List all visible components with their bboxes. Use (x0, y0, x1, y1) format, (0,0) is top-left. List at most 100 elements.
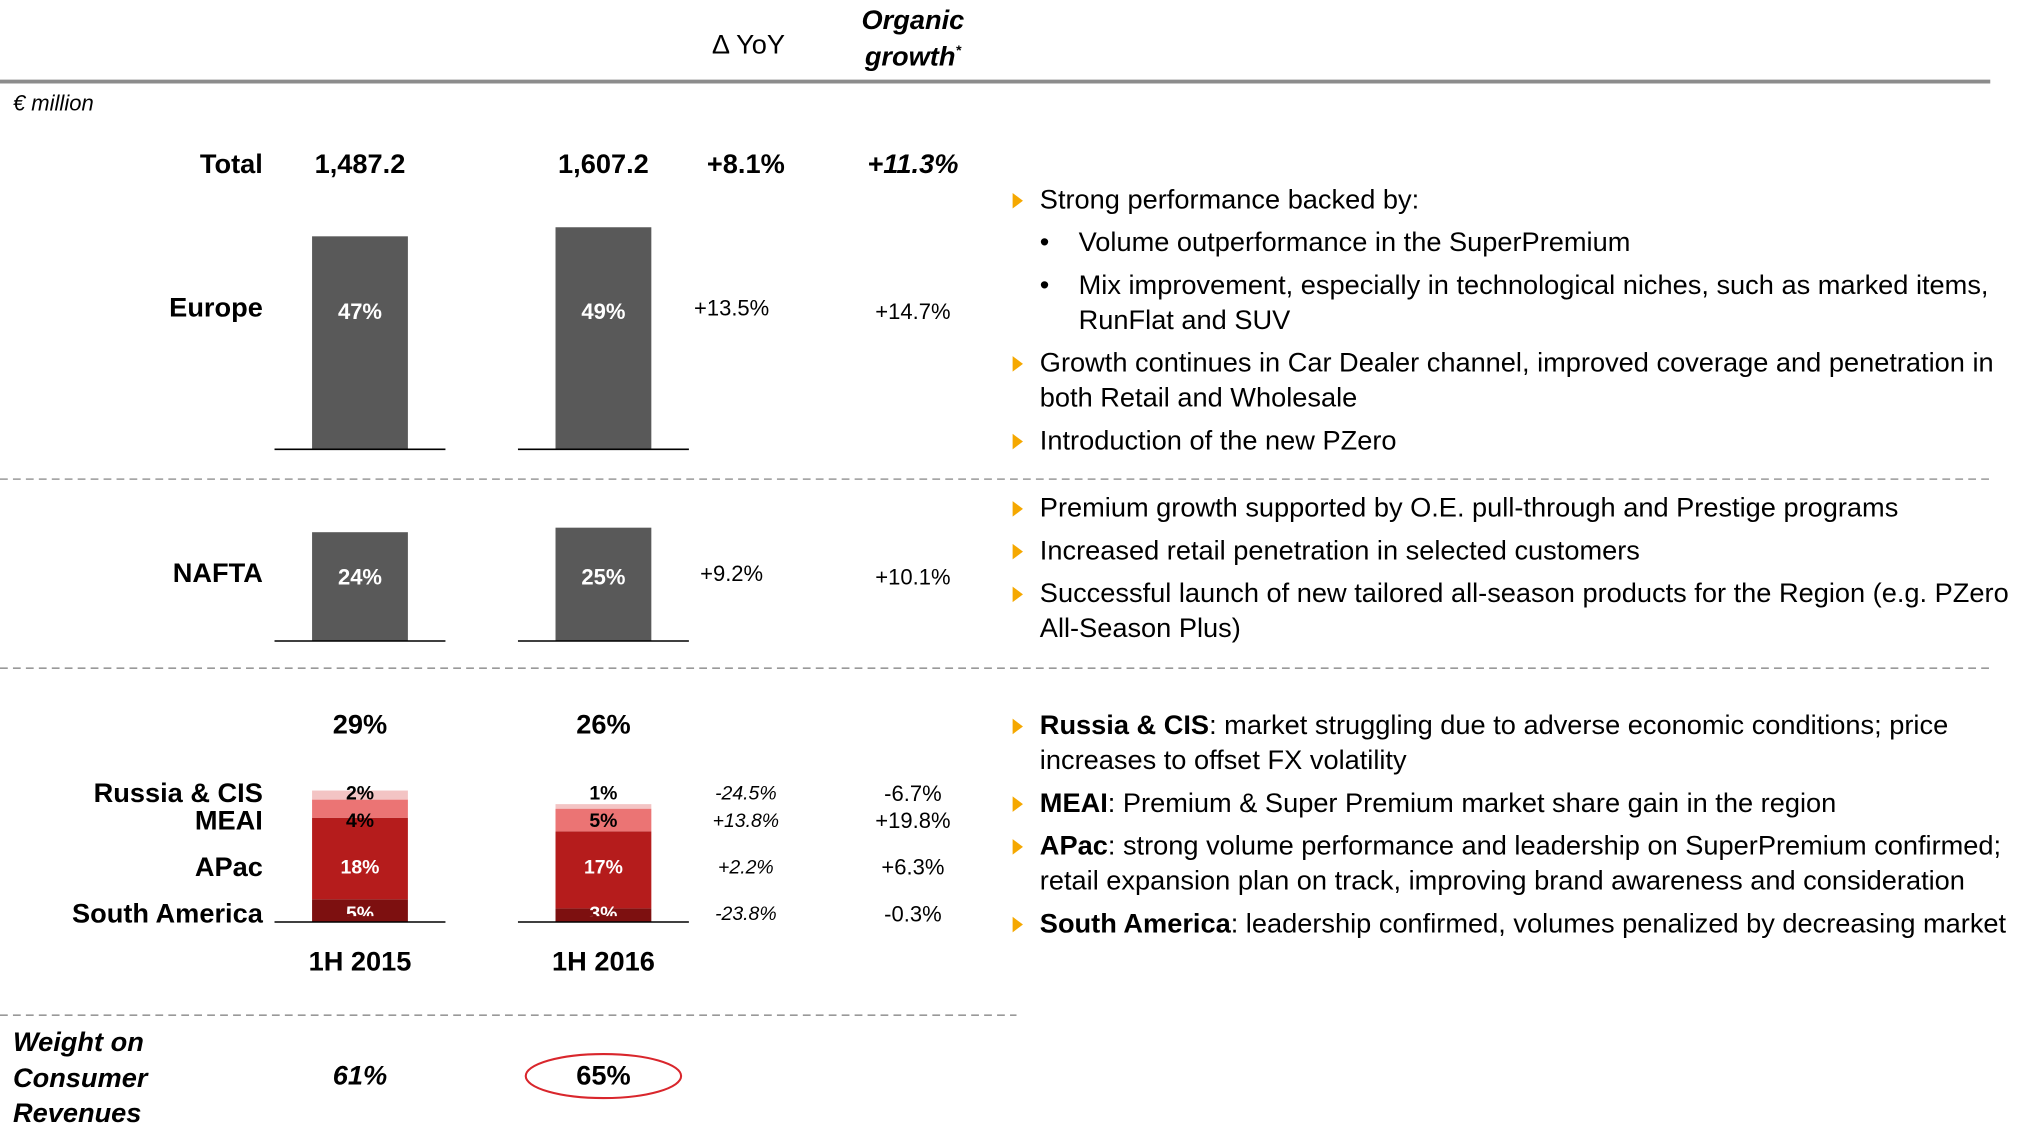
bullet-text: Increased retail penetration in selected… (1040, 533, 1640, 568)
bullet-arrow (1012, 543, 1023, 560)
segment-value: 5% (589, 809, 618, 832)
bullet-group: Russia & CIS: market struggling due to a… (1010, 708, 2020, 949)
bullet-text: APac: strong volume performance and lead… (1040, 829, 2020, 899)
bullet-content: Introduction of the new PZero (1039, 426, 1397, 456)
bullet-arrow (1012, 718, 1023, 735)
bullet-body: Increased retail penetration in selected… (1040, 533, 1640, 568)
region-label: Europe (169, 293, 263, 324)
column-header: Organic (861, 5, 965, 36)
bullet-group: Strong performance backed by: • Volume out… (1010, 183, 2020, 467)
bullet-content: Premium growth supported by O.E. pull-th… (1039, 493, 1899, 524)
bullet-item: Premium growth supported by O.E. pull-th… (1010, 491, 2020, 526)
stack-total: 29% (332, 710, 388, 741)
bullet-body: Growth continues in Car Dealer channel, … (1040, 346, 2020, 416)
bullet-content: : strong volume performance and leadersh… (1039, 831, 2002, 897)
bullet-item: APac: strong volume performance and lead… (1010, 829, 2020, 899)
weight-label: Weight on (12, 1027, 144, 1058)
bullet-content: Strong performance backed by: (1039, 185, 1420, 215)
region-label: NAFTA (172, 558, 263, 589)
organic-value: -6.7% (884, 781, 942, 807)
organic-value: -0.3% (884, 901, 942, 927)
unit-label: € million (12, 91, 94, 116)
bullet-text: Successful launch of new tailored all-se… (1040, 576, 2020, 646)
bullet-body: Premium growth supported by O.E. pull-th… (1040, 491, 1899, 526)
stack-segment (312, 790, 408, 800)
bullet-arrow (1012, 356, 1023, 372)
yoy-value: +13.8% (712, 809, 780, 832)
weight-value: 65% (576, 1061, 631, 1091)
yoy-value: +9.2% (700, 561, 764, 586)
bullet-content: Successful launch of new tailored all-se… (1039, 578, 2009, 644)
bullet-item: South America: leadership confirmed, vol… (1010, 906, 2020, 941)
bullet-content: : leadership confirmed, volumes penalize… (1230, 909, 2007, 939)
bar-label: 49% (581, 299, 626, 325)
bullet-text: MEAI: Premium & Super Premium market sha… (1040, 786, 1836, 821)
bullet-body: Strong performance backed by: • Volume out… (1040, 183, 2020, 338)
bullet-arrow (1012, 796, 1023, 812)
bar (312, 236, 408, 450)
weight-label: Consumer (12, 1063, 148, 1093)
bullet-keyword: APac (1039, 831, 1108, 862)
stack-segment (555, 808, 652, 832)
bullet-item: Increased retail penetration in selected… (1010, 533, 2020, 568)
bullet-content: Growth continues in Car Dealer channel, … (1039, 348, 1994, 414)
bullet-arrow (1012, 586, 1023, 603)
bullet-keyword: Russia & CIS (1039, 710, 1210, 741)
period-label: 1H 2016 (552, 947, 655, 978)
sub-bullet-text: Mix improvement, especially in technolog… (1078, 270, 1989, 336)
bullet-text: Russia & CIS: market struggling due to a… (1040, 708, 2020, 778)
sub-bullet-dot: • (1039, 270, 1050, 301)
yoy-value: -24.5% (715, 782, 777, 805)
stack-segment (555, 831, 652, 909)
bullet-content: : Premium & Super Premium market share g… (1107, 788, 1837, 819)
bullet-text: South America: leadership confirmed, vol… (1040, 906, 2006, 941)
bullet-content: Increased retail penetration in selected… (1039, 536, 1640, 566)
bullet-arrow (1012, 433, 1023, 450)
bullet-arrow (1012, 916, 1023, 933)
bullet-item: Successful launch of new tailored all-se… (1010, 576, 2020, 646)
period-label: 1H 2015 (308, 947, 412, 978)
sub-bullet: • Volume outperformance in the SuperPremi… (1040, 225, 2020, 260)
yoy-value: +2.2% (718, 856, 774, 879)
segment-value: 1% (589, 782, 618, 805)
stack-segment (312, 817, 408, 900)
stack-segment (312, 799, 408, 818)
segment-value: 5% (345, 903, 375, 926)
stack-segment (555, 908, 652, 922)
segment-value: 18% (340, 856, 380, 879)
yoy-value: +13.5% (693, 295, 770, 321)
stack-total: 26% (576, 710, 631, 741)
total-organic: +11.3% (867, 149, 959, 180)
segment-value: 2% (345, 782, 375, 805)
segment-label: MEAI (194, 806, 263, 836)
segment-label: South America (71, 899, 263, 930)
segment-label: APac (194, 852, 263, 883)
bullet-item: MEAI: Premium & Super Premium market sha… (1010, 786, 2020, 821)
segment-label: Russia & CIS (93, 778, 263, 809)
bullet-body: APac: strong volume performance and lead… (1040, 829, 2020, 899)
bullet-item: Introduction of the new PZero (1010, 423, 2020, 458)
organic-value: +6.3% (881, 855, 945, 880)
bullet-body: Introduction of the new PZero (1040, 423, 1397, 458)
bullet-arrow (1012, 501, 1023, 517)
total-value: 1,487.2 (314, 149, 406, 180)
bullet-body: Successful launch of new tailored all-se… (1040, 576, 2020, 646)
bar-label: 24% (337, 565, 383, 590)
bullet-keyword: South America (1039, 909, 1231, 939)
segment-value: 3% (589, 903, 618, 926)
bullet-item: Growth continues in Car Dealer channel, … (1010, 346, 2020, 416)
bar-label: 25% (581, 565, 626, 590)
bar (555, 227, 652, 450)
segment-value: 4% (345, 809, 375, 832)
bullet-text: Strong performance backed by: (1040, 183, 2020, 218)
bullet-arrow (1012, 192, 1023, 209)
bullet-arrow (1012, 839, 1023, 855)
bullet-text: Introduction of the new PZero (1040, 423, 1397, 458)
sub-bullet-text: Volume outperformance in the SuperPremiu… (1078, 227, 1631, 258)
yoy-value: -23.8% (715, 903, 777, 926)
stack-segment (312, 899, 408, 922)
bullet-text: Growth continues in Car Dealer channel, … (1040, 346, 2020, 416)
total-value: 1,607.2 (558, 149, 649, 180)
